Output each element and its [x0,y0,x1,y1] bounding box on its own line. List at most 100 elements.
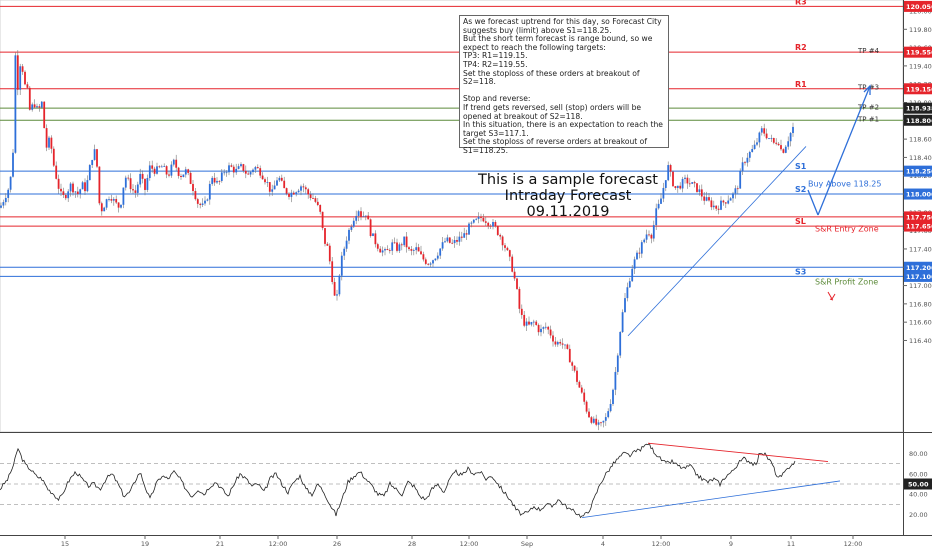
candle-body [112,199,115,201]
candle-body [12,152,14,177]
candle-body [120,204,122,208]
candle-body [564,344,566,346]
candle-body [352,220,355,227]
candle-body [271,189,274,192]
candle-body [504,245,506,248]
tp-label: TP #1 [857,116,879,124]
candle-body [196,199,199,204]
candle-body [628,281,631,288]
candle-body [501,236,504,246]
x-tick-label: 11 [787,540,795,548]
candle-body [189,172,192,184]
candle-body [79,189,82,195]
candle-body [283,180,286,189]
y-tick-label: 119.400 [909,62,932,70]
candle-body [768,138,770,139]
candle-body [117,202,120,208]
candle-body [240,164,242,167]
price-axis: 120.000119.800119.600119.400119.200119.0… [903,0,932,345]
candle-body [242,164,245,171]
candle-body [252,169,254,173]
candle-body [31,104,34,110]
candle-body [609,404,612,412]
candle-body [338,275,341,295]
candle-body [381,250,384,253]
candle-body [403,236,406,246]
candle-body [643,239,646,243]
level-price-label: 118.938 [906,105,932,113]
candle-body [292,192,295,195]
rsi-value-tag [904,478,932,490]
rsi-tick-label: 40.00 [909,491,928,499]
forecast-arrows [807,84,871,301]
candle-body [213,177,216,183]
candle-body [357,211,360,216]
candle-body [67,191,70,199]
candle-body [588,411,590,418]
candle-body [439,248,442,256]
candle-body [340,255,343,276]
candle-body [607,411,610,418]
candle-body [321,211,324,229]
candle-body [751,149,754,153]
level-name: S3 [795,267,806,276]
candle-body [398,244,401,251]
candle-body [732,193,734,199]
candle-body [434,258,437,261]
candle-body [544,326,547,328]
candle-body [516,278,518,289]
level-price-label: 117.200 [906,264,932,272]
zone-label: S&R Profit Zone [815,277,878,286]
candle-body [679,185,682,189]
candle-body [688,183,691,185]
candle-body [655,208,658,226]
candle-body [163,166,166,167]
title-line-1: This is a sample forecast [478,172,658,188]
candle-body [700,189,703,197]
candle-body [535,321,538,325]
level-price-label: 118.806 [906,117,932,125]
candle-body [396,242,398,251]
candle-body [405,236,408,248]
candle-body [765,133,768,139]
candle-body [326,243,329,246]
x-tick-label: 12:00 [460,540,479,548]
price-trendline [627,146,807,337]
level-name: R1 [795,80,807,89]
candle-body [319,204,322,212]
candle-body [230,165,233,167]
candle-body [631,268,634,282]
candle-body [624,298,626,313]
candle-body [146,178,149,190]
candle-body [612,389,614,405]
candle-body [84,182,86,192]
candle-body [782,149,785,153]
candle-body [170,164,173,176]
forecast-annotation: As we forecast uptrend for this day, so … [459,15,669,155]
candle-body [48,137,50,148]
level-price-label: 118.000 [906,191,932,199]
candle-body [50,137,53,149]
candle-body [528,321,530,325]
y-tick-label: 117.000 [909,282,932,290]
candle-body [386,249,389,251]
candle-body [458,236,461,242]
candle-body [208,183,211,200]
candle-body [19,66,22,90]
x-tick-label: 12:00 [269,540,288,548]
candle-body [453,240,456,244]
candle-body [379,248,382,253]
candle-body [477,216,480,219]
candle-body [266,182,269,183]
candle-body [64,194,67,199]
candle-body [456,240,458,242]
candle-body [660,198,662,204]
forecast-title: This is a sample forecast Intraday Forec… [470,172,666,220]
candle-body [4,197,7,203]
candle-body [676,185,679,189]
candle-body [362,216,365,217]
candle-body [278,177,281,181]
candle-body [475,218,478,220]
candle-body [422,254,425,260]
